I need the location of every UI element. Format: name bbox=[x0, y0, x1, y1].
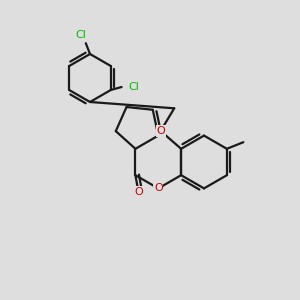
Text: O: O bbox=[134, 187, 143, 197]
Text: Cl: Cl bbox=[129, 82, 140, 92]
Text: O: O bbox=[154, 183, 163, 194]
Text: O: O bbox=[156, 126, 165, 136]
Text: Cl: Cl bbox=[76, 30, 86, 40]
